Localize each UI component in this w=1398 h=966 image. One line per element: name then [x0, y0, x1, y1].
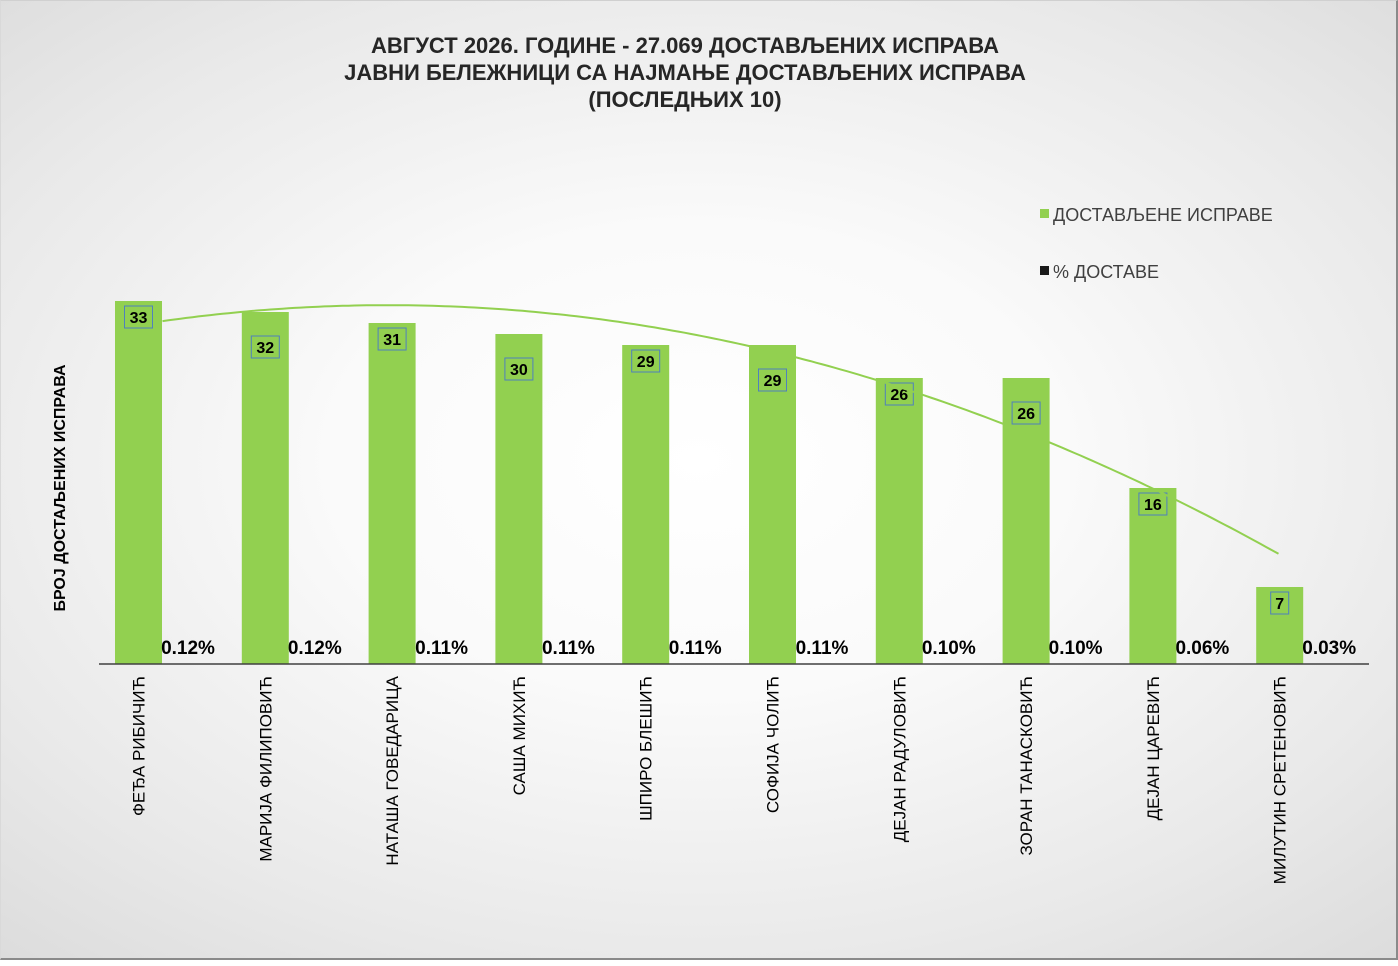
bar-value-label: 31 — [383, 332, 401, 349]
bar-delivered — [368, 323, 416, 664]
bar-value-label: 33 — [130, 310, 148, 327]
category-tick-label: ФЕЂА РИБИЧИЋ — [130, 676, 149, 816]
legend-label-percent: % ДОСТАВЕ — [1053, 262, 1159, 282]
bar-value-label-box — [504, 357, 534, 381]
category-tick-label: НАТАША ГОВЕДАРИЦА — [383, 675, 402, 865]
bar-value-label-box — [1138, 492, 1168, 516]
percent-value-label: 0.12% — [161, 638, 215, 659]
bar-value-label: 29 — [764, 373, 782, 390]
chart-title-line-3: (ПОСЛЕДЊИХ 10) — [588, 87, 781, 112]
percent-value-label: 0.10% — [1049, 638, 1103, 659]
legend-swatch-delivered — [1040, 209, 1049, 218]
bar-delivered — [1129, 488, 1177, 664]
percent-value-label: 0.06% — [1175, 638, 1229, 659]
bar-delivered — [622, 345, 670, 664]
category-tick-label: ШПИРО БЛЕШИЋ — [637, 676, 656, 821]
category-tick-label: ДЕЈАН ЦАРЕВИЋ — [1144, 676, 1163, 820]
bar-value-label: 16 — [1144, 497, 1162, 514]
y-axis-label: БРОЈ ДОСТАЉЕНИХ ИСПРАВА — [52, 364, 69, 612]
category-tick-label: МАРИЈА ФИЛИПОВИЋ — [256, 676, 275, 862]
percent-value-label: 0.03% — [1302, 638, 1356, 659]
bar-value-label-box — [631, 349, 661, 373]
category-tick-label: СОФИЈА ЧОЛИЋ — [764, 676, 783, 813]
category-tick-label: САША МИХИЋ — [510, 676, 529, 795]
bar-value-label: 32 — [256, 340, 274, 357]
bar-value-label-box — [124, 305, 153, 329]
chart-title-line-1: АВГУСТ 2026. ГОДИНЕ - 27.069 ДОСТАВЉЕНИХ… — [371, 33, 999, 58]
bar-delivered — [241, 312, 289, 664]
percent-value-label: 0.11% — [796, 638, 849, 659]
percent-value-label: 0.11% — [415, 638, 468, 659]
plot-area: 33 0.12% ФЕЂА РИБИЧИЋ 32 0.12% МАРИЈА ФИЛИПОВ… — [99, 301, 1369, 884]
legend-item-percent: % ДОСТАВЕ — [1040, 262, 1159, 282]
bar-value-label: 30 — [510, 362, 528, 379]
chart-title-line-2: ЈАВНИ БЕЛЕЖНИЦИ СА НАЈМАЊЕ ДОСТАВЉЕНИХ И… — [344, 60, 1026, 85]
category-tick-label: МИЛУТИН СРЕТЕНОВИЋ — [1271, 676, 1290, 884]
category-tick-label: ЗОРАН ТАНАСКОВИЋ — [1017, 676, 1036, 856]
bar-delivered — [495, 334, 543, 664]
legend: ДОСТАВЉЕНЕ ИСПРАВЕ % ДОСТАВЕ — [1040, 205, 1273, 282]
bar-value-label: 7 — [1275, 596, 1284, 613]
percent-value-label: 0.12% — [288, 638, 342, 659]
bar-value-label-box — [1270, 591, 1290, 615]
legend-label-delivered: ДОСТАВЉЕНЕ ИСПРАВЕ — [1053, 205, 1273, 225]
bar-value-label: 26 — [1017, 406, 1035, 423]
percent-value-label: 0.11% — [669, 638, 722, 659]
bar-value-label-box — [377, 327, 407, 351]
bar-value-label: 29 — [637, 354, 655, 371]
trendline — [162, 304, 1279, 555]
legend-swatch-percent — [1040, 266, 1049, 275]
category-tick-label: ДЕЈАН РАДУЛОВИЋ — [890, 676, 909, 842]
bar-delivered — [115, 301, 162, 664]
bar-value-label: 26 — [890, 387, 908, 404]
chart-title: АВГУСТ 2026. ГОДИНЕ - 27.069 ДОСТАВЉЕНИХ… — [344, 33, 1026, 112]
bar-value-label-box — [884, 382, 914, 406]
bar-value-label-box — [758, 368, 787, 392]
percent-value-label: 0.10% — [922, 638, 976, 659]
bar-delivered — [875, 378, 923, 664]
percent-value-label: 0.11% — [542, 638, 595, 659]
legend-item-delivered: ДОСТАВЉЕНЕ ИСПРАВЕ — [1040, 205, 1273, 225]
bar-delivered — [749, 345, 796, 664]
bar-value-label-box — [250, 335, 280, 359]
bar-value-label-box — [1011, 401, 1041, 425]
bar-delivered — [1256, 587, 1304, 664]
